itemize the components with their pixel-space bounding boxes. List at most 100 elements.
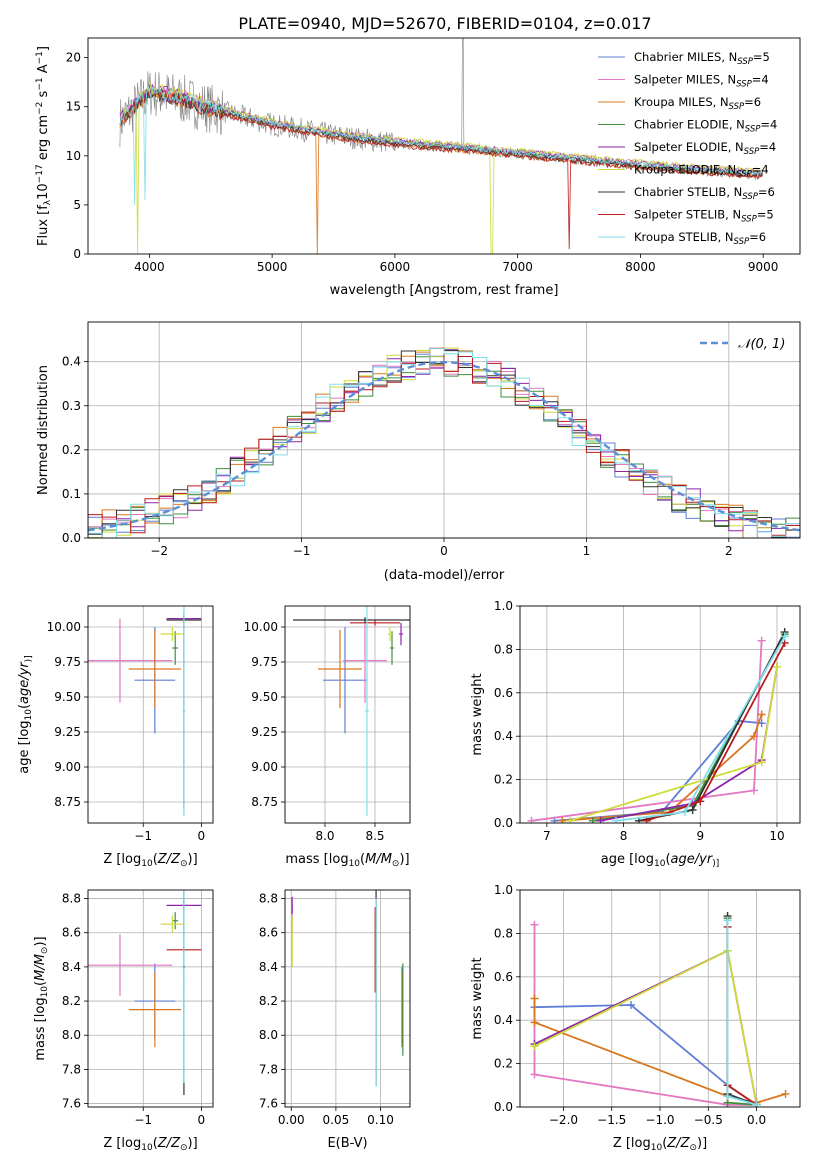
legend-label: Chabrier ELODIE, NSSP=4 — [634, 118, 777, 135]
y-tick-label: 9.25 — [54, 725, 81, 739]
y-tick-label: 9.50 — [54, 690, 81, 704]
plus-marker — [611, 816, 620, 823]
y-tick-label: 0.4 — [494, 729, 513, 743]
y-tick-label: 0.8 — [494, 642, 513, 656]
y-tick-label: 0.0 — [62, 531, 81, 545]
y-tick-label: 7.8 — [62, 1062, 81, 1076]
error-bar-point — [182, 890, 186, 1084]
y-tick-label: 0.3 — [62, 399, 81, 413]
x-tick-label: 6000 — [380, 260, 411, 274]
error-bar-point — [172, 631, 179, 665]
y-axis-label: mass weight — [470, 957, 485, 1039]
y-axis-label: mass [log10(M/M⊙)] — [33, 936, 50, 1060]
y-tick-label: 9.25 — [251, 725, 278, 739]
plus-marker — [527, 816, 536, 823]
mass-weight-line — [592, 633, 786, 822]
mass-weight-line — [726, 918, 757, 1106]
mass-weight-line — [646, 642, 786, 822]
x-tick-label: 10 — [769, 829, 784, 843]
x-tick-label: 5000 — [257, 260, 288, 274]
error-bar-point — [388, 627, 392, 641]
y-tick-label: 0.0 — [494, 1100, 513, 1114]
plus-marker — [772, 662, 781, 671]
y-tick-label: 0.4 — [494, 1013, 513, 1027]
plot-area — [527, 628, 789, 823]
legend-label: Salpeter MILES, NSSP=4 — [634, 73, 769, 90]
y-axis-label: age [log10(age/yr)] — [17, 655, 34, 773]
legend-label: Chabrier STELIB, NSSP=6 — [634, 185, 775, 202]
plus-marker — [780, 632, 789, 641]
mass-vs-ebv-panel: 0.00 0.05 0.10 7.6 7.8 8.0 8.2 8.4 8.6 8.8 E(B-V) — [259, 889, 411, 1151]
plus-marker — [757, 758, 766, 767]
x-tick-label: 7000 — [502, 260, 533, 274]
y-tick-label: 0.8 — [494, 926, 513, 940]
y-tick-label: 8.6 — [62, 926, 81, 940]
error-bar-point — [390, 631, 394, 665]
y-tick-label: 9.75 — [251, 655, 278, 669]
x-tick-label: −1 — [134, 829, 152, 843]
axes-frame — [87, 605, 214, 824]
y-tick-label: 0.1 — [62, 487, 81, 501]
plus-marker — [723, 1092, 732, 1101]
figure-title: PLATE=0940, MJD=52670, FIBERID=0104, z=0… — [238, 14, 651, 33]
y-tick-label: 8.75 — [251, 795, 278, 809]
legend-label: 𝒩(0, 1) — [738, 337, 785, 352]
axes-frame — [284, 605, 411, 824]
y-tick-label: 0.6 — [494, 970, 513, 984]
plus-marker — [642, 816, 651, 823]
error-bar-point — [160, 627, 184, 641]
model-spectrum-line — [119, 86, 763, 250]
y-tick-label: 8.4 — [259, 960, 278, 974]
y-tick-label: 8.0 — [62, 1028, 81, 1042]
y-tick-label: 10.00 — [244, 620, 278, 634]
plus-marker — [749, 786, 758, 795]
mass-vs-metallicity-panel: −1 0 7.6 7.8 8.0 8.2 8.4 8.6 8.8 Z [log10(Z/Z⊙)] m… — [33, 889, 214, 1153]
normal-reference-curve — [88, 360, 800, 532]
plus-marker — [588, 816, 597, 823]
x-tick-label: 2 — [725, 544, 733, 558]
residual-histogram — [88, 350, 800, 538]
legend-label: Kroupa ELODIE, NSSP=4 — [634, 163, 769, 180]
y-tick-label: 9.00 — [54, 760, 81, 774]
plot-area — [530, 912, 790, 1107]
x-tick-label: 8.0 — [315, 829, 334, 843]
y-tick-label: 0.2 — [62, 443, 81, 457]
x-tick-label: 9000 — [748, 260, 779, 274]
plot-area — [88, 606, 202, 816]
error-bar-point — [343, 618, 387, 703]
plus-marker — [723, 916, 732, 925]
plus-marker — [696, 797, 705, 806]
y-tick-label: 0.0 — [494, 816, 513, 830]
error-bar-point — [88, 618, 173, 703]
plus-marker — [530, 920, 539, 929]
x-tick-label: 1 — [583, 544, 591, 558]
x-tick-label: 8 — [620, 829, 628, 843]
x-tick-label: −1 — [293, 544, 311, 558]
plus-marker — [530, 1018, 539, 1027]
x-axis-label: E(B-V) — [327, 1136, 367, 1151]
x-tick-label: −1 — [134, 1113, 152, 1127]
error-bar-point — [88, 934, 173, 996]
error-bar-point — [182, 606, 186, 816]
legend-label: Salpeter STELIB, NSSP=5 — [634, 208, 774, 225]
axes-frame — [519, 605, 801, 824]
y-tick-label: 1.0 — [494, 599, 513, 613]
y-tick-label: 15 — [66, 100, 81, 114]
x-tick-label: 9 — [696, 829, 704, 843]
y-tick-label: 10.00 — [47, 620, 81, 634]
y-tick-label: 0.2 — [494, 773, 513, 787]
error-bar-point — [318, 629, 362, 709]
spectrum-panel: 4000 5000 6000 7000 8000 9000 0 5 10 15 20 waveleng… — [35, 37, 801, 298]
plus-marker — [680, 808, 689, 817]
x-tick-label: 4000 — [134, 260, 165, 274]
y-tick-label: 8.8 — [62, 892, 81, 906]
x-axis-label: Z [log10(Z/Z⊙)] — [103, 1136, 197, 1153]
y-tick-label: 0 — [73, 247, 81, 261]
mass-weight-line — [600, 666, 778, 822]
legend: Chabrier MILES, NSSP=5 Salpeter MILES, NS… — [598, 50, 777, 247]
plus-marker — [749, 732, 758, 741]
y-axis-label: Flux [fλ10−17 erg cm−2 s−1 A−1] — [35, 46, 53, 246]
x-tick-label: 0 — [198, 829, 206, 843]
mass-weight-line — [531, 640, 763, 822]
plot-area — [88, 347, 800, 538]
